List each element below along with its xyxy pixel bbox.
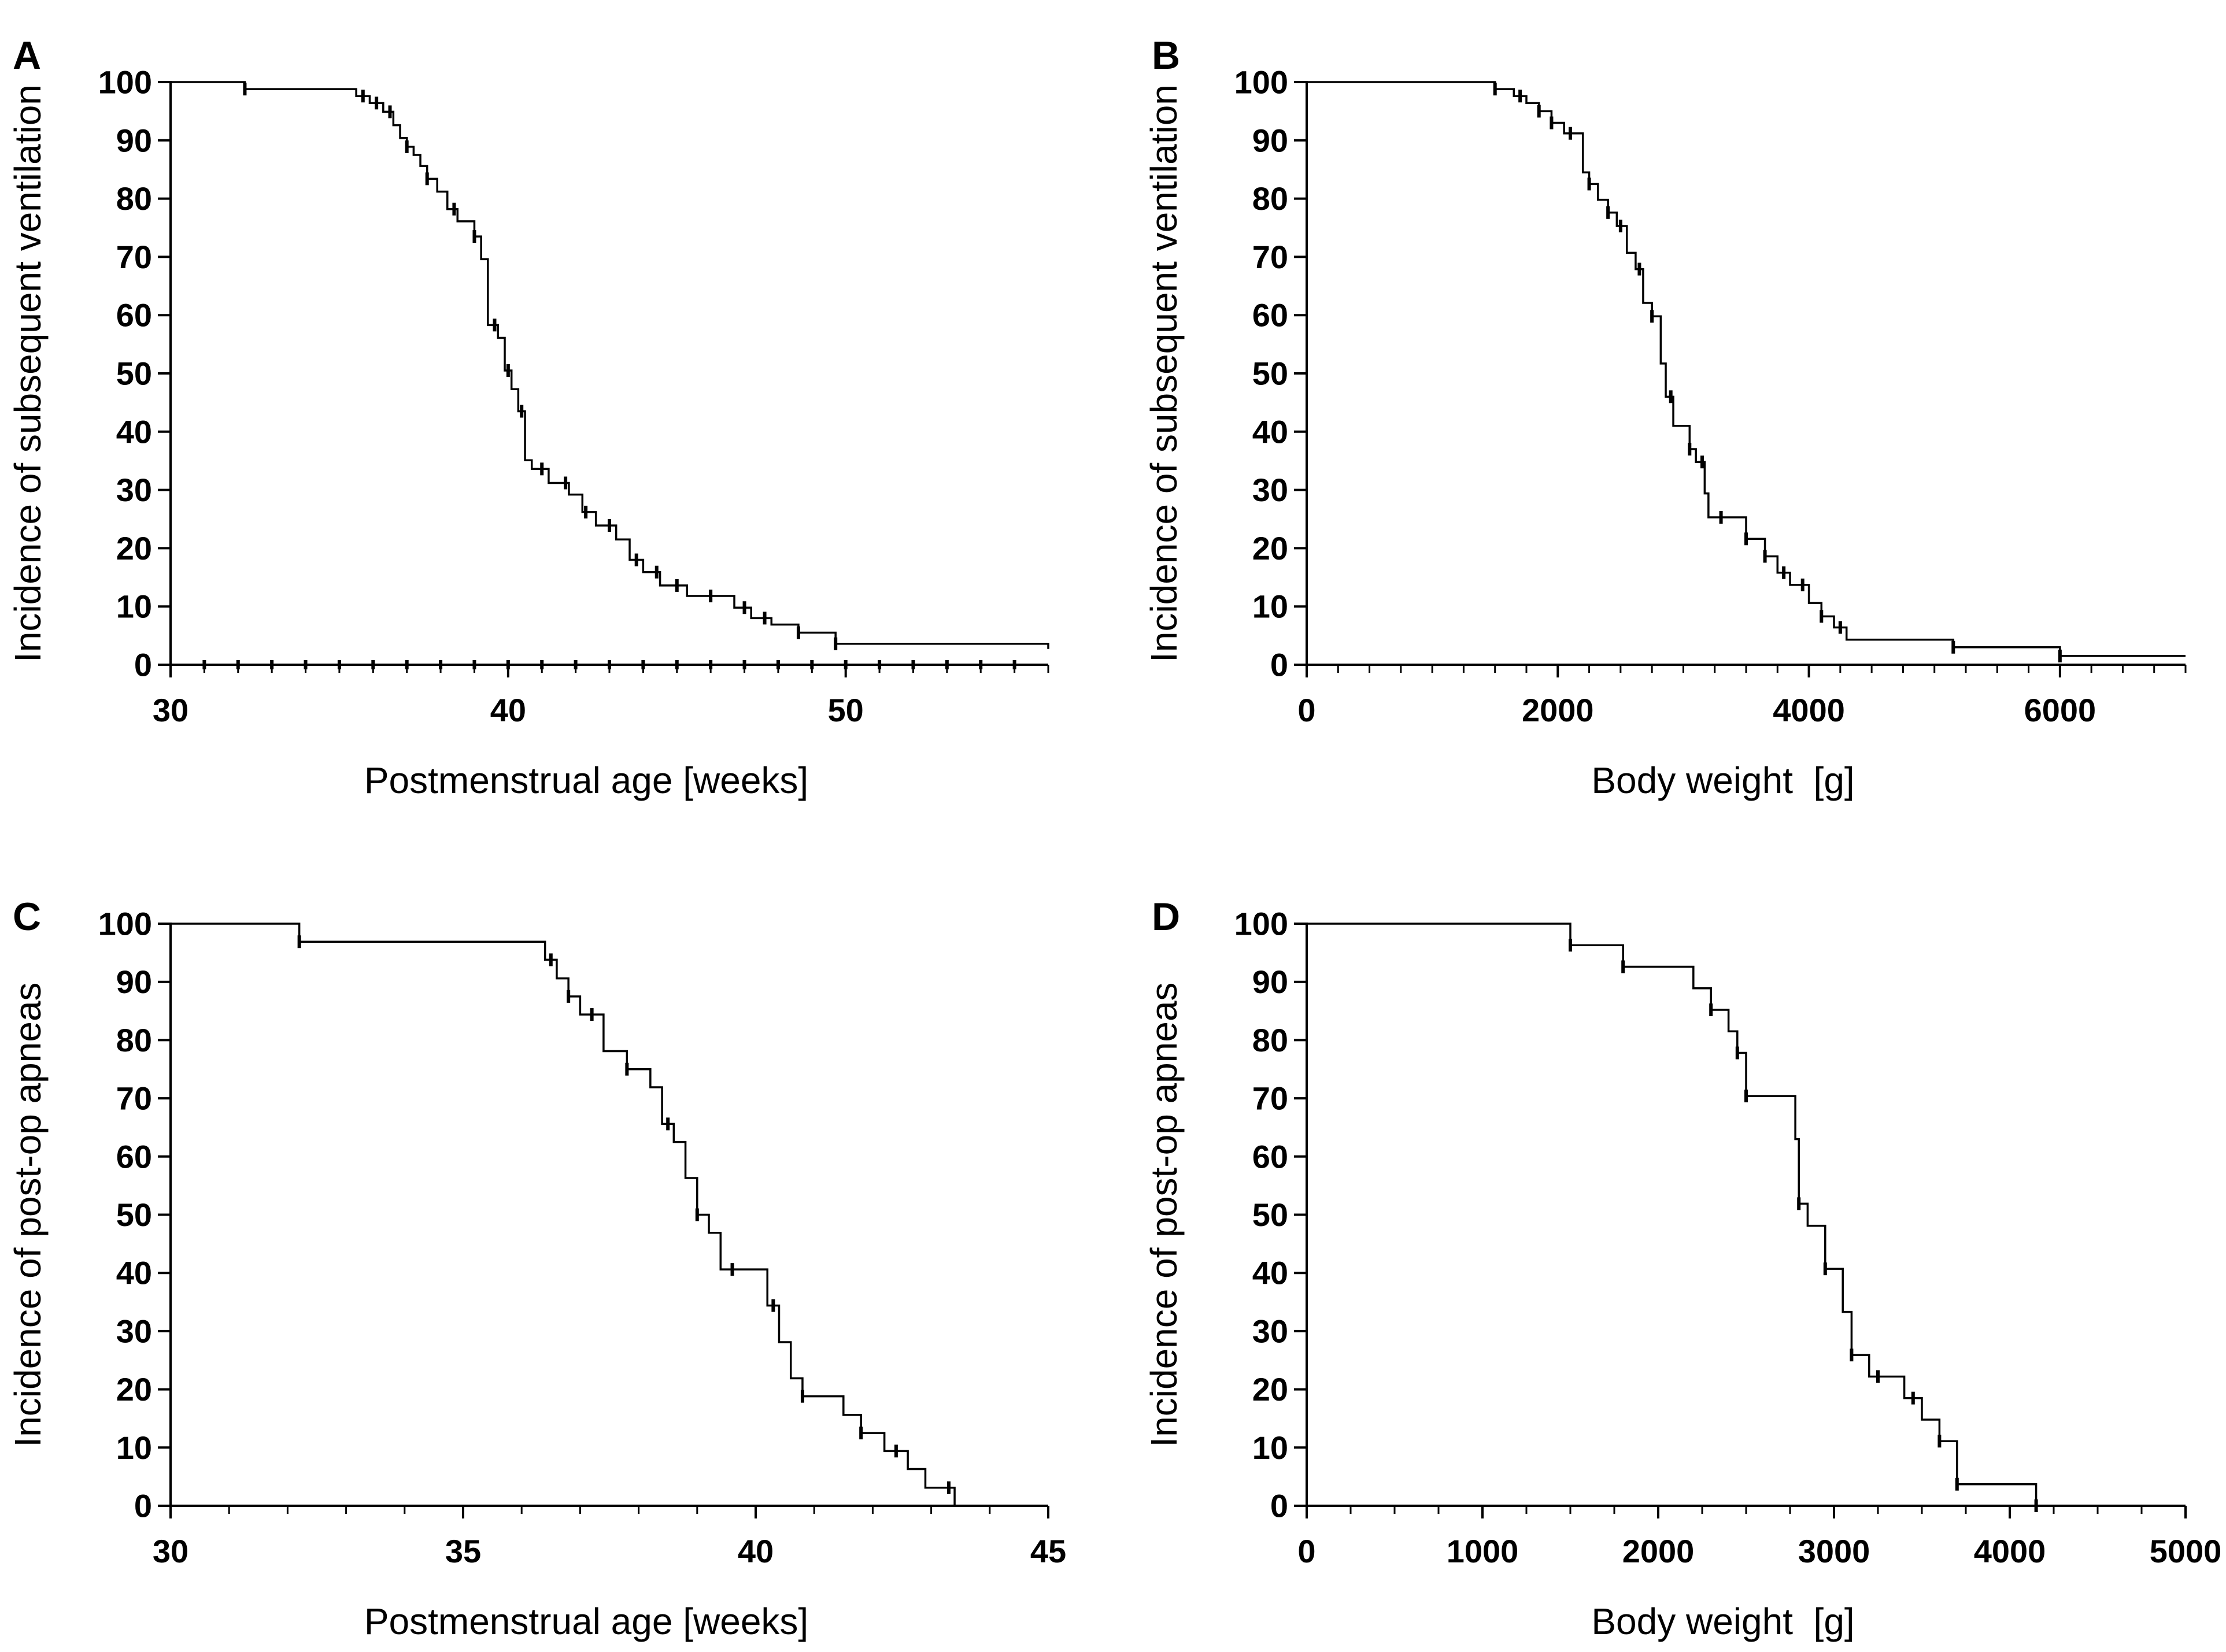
x-tick-label: 50 — [828, 692, 864, 728]
y-tick-label: 30 — [116, 1313, 152, 1349]
y-tick-label: 0 — [134, 647, 152, 683]
y-tick-label: 80 — [116, 1022, 152, 1058]
panel-letter: B — [1152, 34, 1180, 77]
y-axis-label: Incidence of post-op apneas — [1143, 982, 1185, 1447]
y-tick-label: 100 — [1234, 906, 1288, 942]
y-tick-label: 30 — [1252, 1313, 1288, 1349]
y-tick-label: 100 — [98, 906, 152, 942]
y-tick-label: 50 — [116, 355, 152, 392]
x-tick-label: 0 — [1297, 692, 1315, 728]
y-tick-label: 70 — [1252, 1080, 1288, 1117]
y-tick-label: 10 — [116, 1429, 152, 1466]
y-tick-label: 60 — [1252, 1138, 1288, 1175]
x-tick-label: 30 — [153, 1533, 188, 1569]
y-tick-label: 70 — [1252, 239, 1288, 275]
y-tick-label: 90 — [116, 964, 152, 1000]
y-tick-label: 10 — [1252, 1429, 1288, 1466]
y-tick-label: 0 — [134, 1488, 152, 1524]
y-tick-label: 70 — [116, 239, 152, 275]
x-tick-label: 2000 — [1622, 1533, 1695, 1569]
y-tick-label: 40 — [1252, 413, 1288, 450]
y-tick-label: 60 — [116, 297, 152, 334]
y-tick-label: 50 — [1252, 1197, 1288, 1233]
y-axis-label: Incidence of post-op apneas — [7, 982, 49, 1447]
y-tick-label: 20 — [1252, 530, 1288, 566]
y-tick-label: 40 — [116, 1255, 152, 1291]
x-axis-label: Body weight [g] — [1591, 760, 1854, 801]
y-tick-label: 30 — [116, 472, 152, 508]
x-axis-label: Postmenstrual age [weeks] — [364, 1601, 808, 1642]
x-tick-label: 4000 — [1974, 1533, 2046, 1569]
x-tick-label: 2000 — [1522, 692, 1594, 728]
panel-letter: A — [13, 34, 41, 77]
y-tick-label: 80 — [116, 180, 152, 217]
y-axis-label: Incidence of subsequent ventilation — [7, 84, 49, 662]
y-tick-label: 60 — [116, 1138, 152, 1175]
y-tick-label: 30 — [1252, 472, 1288, 508]
y-tick-label: 100 — [98, 64, 152, 101]
y-tick-label: 10 — [1252, 588, 1288, 625]
y-tick-label: 0 — [1270, 1488, 1288, 1524]
x-tick-label: 1000 — [1447, 1533, 1519, 1569]
y-tick-label: 60 — [1252, 297, 1288, 334]
km-step-line — [1307, 923, 2038, 1506]
x-axis-label: Postmenstrual age [weeks] — [364, 760, 808, 801]
y-tick-label: 80 — [1252, 180, 1288, 217]
km-step-line — [171, 81, 1049, 649]
panel-a: A 0 10 20 30 40 50 60 70 80 90 100 30 40 50 Postmenstru… — [7, 34, 1049, 801]
x-tick-label: 4000 — [1773, 692, 1845, 728]
y-tick-label: 40 — [1252, 1255, 1288, 1291]
y-tick-label: 50 — [116, 1197, 152, 1233]
x-axis-label: Body weight [g] — [1591, 1601, 1854, 1642]
x-tick-label: 0 — [1297, 1533, 1315, 1569]
x-tick-label: 5000 — [2150, 1533, 2222, 1569]
y-tick-label: 20 — [1252, 1371, 1288, 1407]
y-tick-label: 90 — [116, 122, 152, 158]
x-tick-label: 3000 — [1798, 1533, 1870, 1569]
y-tick-label: 40 — [116, 413, 152, 450]
x-tick-label: 40 — [490, 692, 526, 728]
y-tick-label: 20 — [116, 530, 152, 566]
panel-b: B 0 10 20 30 40 50 60 70 80 90 100 0 2000 4000 6000 Body… — [1143, 34, 2187, 801]
y-axis-label: Incidence of subsequent ventilation — [1143, 84, 1185, 662]
x-tick-label: 30 — [153, 692, 188, 728]
km-step-line — [171, 923, 956, 1506]
y-tick-label: 50 — [1252, 355, 1288, 392]
y-tick-label: 70 — [116, 1080, 152, 1117]
panel-c: C 0 10 20 30 40 50 60 70 80 90 100 30 35 40 45 Postmenst… — [7, 895, 1066, 1642]
x-tick-label: 35 — [445, 1533, 481, 1569]
y-tick-label: 0 — [1270, 647, 1288, 683]
y-tick-label: 20 — [116, 1371, 152, 1407]
y-tick-label: 10 — [116, 588, 152, 625]
x-tick-label: 45 — [1030, 1533, 1066, 1569]
y-tick-label: 90 — [1252, 122, 1288, 158]
km-step-line — [1307, 81, 2186, 657]
x-tick-label: 6000 — [2024, 692, 2096, 728]
panel-letter: C — [13, 895, 41, 939]
x-tick-label: 40 — [738, 1533, 774, 1569]
y-tick-label: 80 — [1252, 1022, 1288, 1058]
y-tick-label: 90 — [1252, 964, 1288, 1000]
y-tick-label: 100 — [1234, 64, 1288, 101]
panel-letter: D — [1152, 895, 1180, 939]
